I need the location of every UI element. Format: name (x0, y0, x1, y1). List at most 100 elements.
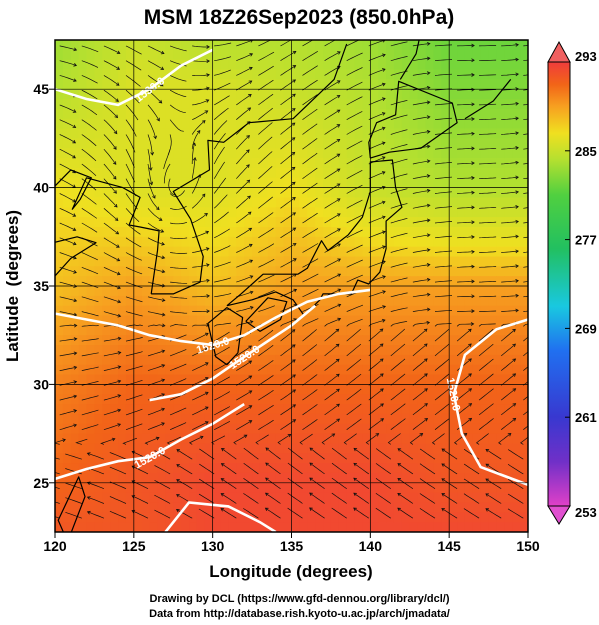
heatmap-cell (149, 492, 159, 504)
heatmap-cell (259, 158, 269, 169)
streamline-arrow (292, 389, 297, 393)
heatmap-cell (196, 413, 206, 425)
heatmap-cell (86, 138, 96, 149)
heatmap-cell (449, 40, 458, 51)
streamline (243, 463, 259, 475)
streamline-arrow (73, 409, 78, 413)
heatmap-cell (441, 502, 450, 513)
heatmap-cell (252, 423, 261, 435)
heatmap-cell (417, 522, 427, 532)
heatmap-cell (323, 167, 332, 179)
heatmap-cell (181, 286, 190, 297)
heatmap-cell (433, 59, 442, 71)
streamline (220, 508, 237, 519)
heatmap-cell (378, 345, 387, 356)
heatmap-cell (457, 354, 466, 366)
heatmap-cell (204, 167, 214, 179)
heatmap-cell (204, 99, 214, 110)
heatmap-cell (204, 177, 214, 189)
heatmap-cell (472, 99, 482, 110)
heatmap-cell (165, 492, 174, 504)
streamline (258, 305, 275, 312)
heatmap-cell (457, 433, 466, 445)
streamline (280, 243, 297, 253)
streamline (191, 143, 196, 165)
heatmap-cell (236, 276, 245, 287)
heatmap-cell (315, 413, 324, 425)
heatmap-cell (173, 79, 182, 90)
heatmap-cell (330, 266, 340, 277)
heatmap-cell (283, 148, 293, 159)
streamline (368, 373, 384, 386)
heatmap-cell (393, 40, 403, 51)
streamline-arrow (249, 290, 254, 295)
heatmap-cell (62, 197, 72, 208)
heatmap-cell (362, 482, 371, 494)
heatmap-cell (141, 217, 151, 228)
heatmap-cell (386, 384, 395, 395)
streamline-arrow (73, 47, 78, 52)
heatmap-cell (133, 413, 143, 425)
heatmap-cell (362, 305, 371, 317)
heatmap-cell (165, 226, 174, 238)
streamline (214, 245, 231, 253)
heatmap-cell (441, 187, 450, 199)
streamline-arrow (507, 433, 512, 437)
heatmap-cell (370, 256, 379, 267)
x-axis: 120 125 130 135 140 145 150 (43, 532, 540, 554)
heatmap-cell (283, 463, 293, 474)
streamline (523, 89, 528, 91)
streamline (214, 361, 230, 371)
streamline (258, 166, 273, 179)
heatmap-cell (409, 374, 419, 385)
heatmap-cell (480, 69, 490, 80)
heatmap-cell (354, 492, 364, 504)
streamline (280, 167, 296, 179)
streamline-arrow (512, 328, 516, 333)
streamline (390, 217, 408, 224)
heatmap-cell (425, 335, 434, 346)
heatmap-cell (102, 472, 111, 484)
heatmap-cell (338, 286, 348, 297)
streamline (346, 328, 361, 342)
heatmap-cell (94, 158, 103, 169)
heatmap-cell (173, 128, 182, 139)
heatmap-cell (464, 335, 474, 346)
streamline (166, 436, 182, 445)
heatmap-cell (354, 443, 364, 454)
heatmap-cell (370, 246, 379, 258)
heatmap-cell (252, 236, 261, 248)
streamline (302, 243, 319, 253)
heatmap-cell (189, 177, 198, 189)
heatmap-cell (409, 404, 419, 415)
heatmap-cell (441, 482, 450, 494)
heatmap-cell (259, 276, 269, 287)
heatmap-cell (133, 384, 143, 395)
heatmap-cell (457, 256, 466, 267)
heatmap-cell (110, 148, 119, 159)
heatmap-cell (125, 384, 135, 395)
streamline-arrow (73, 298, 78, 303)
streamline (302, 419, 318, 430)
heatmap-cell (259, 40, 269, 51)
heatmap-cell (94, 246, 103, 258)
heatmap-cell (118, 217, 127, 228)
streamline-arrow (148, 167, 153, 171)
streamline (236, 306, 254, 312)
streamline (147, 89, 162, 104)
heatmap-cell (409, 463, 419, 474)
heatmap-cell (157, 246, 166, 258)
heatmap-cell (378, 512, 387, 523)
heatmap-cell (228, 99, 237, 110)
heatmap-cell (118, 276, 127, 287)
heatmap-cell (346, 40, 356, 51)
heatmap-cell (323, 69, 332, 80)
streamline (479, 295, 497, 298)
heatmap-cell (409, 207, 419, 218)
streamline (324, 388, 340, 401)
streamline-arrow (220, 448, 225, 452)
heatmap-cell (464, 404, 474, 415)
streamline (280, 227, 296, 239)
heatmap-cell (204, 492, 214, 504)
